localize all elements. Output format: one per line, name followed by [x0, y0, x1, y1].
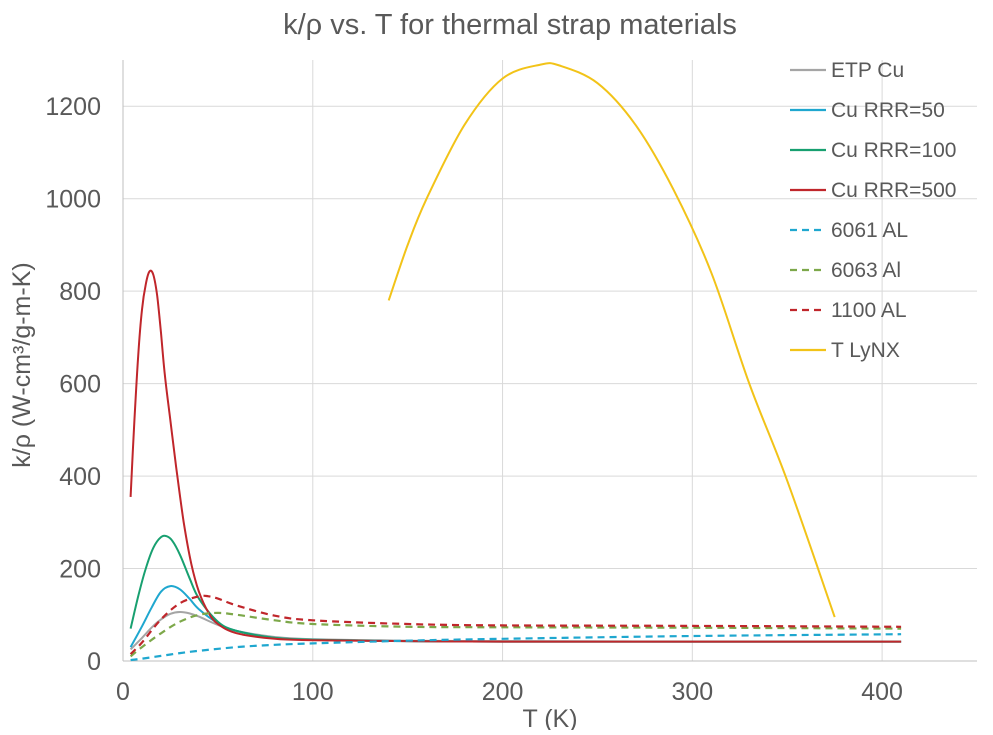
y-tick-label: 1200: [45, 93, 101, 121]
y-tick-label: 1000: [45, 186, 101, 214]
gridlines: [123, 60, 977, 661]
y-tick-label: 400: [59, 463, 101, 491]
legend-item-1100-al: 1100 AL: [790, 299, 907, 322]
series-line-cu-rrr-500: [129, 269, 902, 643]
legend-item-cu-rrr-50: Cu RRR=50: [790, 99, 945, 122]
x-tick-label: 400: [861, 678, 903, 706]
x-axis-label: T (K): [522, 705, 577, 730]
axes: 0 200 400 600 800 1000 1200 0 100 200 300 400: [45, 60, 977, 706]
x-tick-label: 100: [292, 678, 334, 706]
legend-label: Cu RRR=50: [831, 99, 945, 122]
legend-label: Cu RRR=100: [831, 139, 956, 162]
y-tick-label: 0: [87, 648, 101, 676]
legend-item-t-lynx: T LyNX: [790, 339, 900, 362]
legend-item-cu-rrr-100: Cu RRR=100: [790, 139, 956, 162]
legend-item-6061-al: 6061 AL: [790, 219, 908, 242]
legend-label: 1100 AL: [831, 299, 907, 322]
series-lines: [129, 62, 902, 662]
series-line-6061-al: [130, 633, 902, 662]
series-line-6063-al: [129, 611, 902, 658]
y-tick-label: 800: [59, 278, 101, 306]
series-line-1100-al: [129, 594, 902, 655]
x-tick-label: 200: [482, 678, 524, 706]
y-tick-label: 600: [59, 371, 101, 399]
legend-item-cu-rrr-500: Cu RRR=500: [790, 179, 956, 202]
y-axis-label: k/ρ (W-cm³/g-m-K): [8, 262, 36, 467]
x-tick-label: 0: [116, 678, 130, 706]
legend-item-etp-cu: ETP Cu: [790, 59, 904, 82]
chart-title: k/ρ vs. T for thermal strap materials: [283, 9, 737, 41]
series-line-t-lynx: [387, 62, 836, 618]
legend-label: Cu RRR=500: [831, 179, 956, 202]
legend-item-6063-al: 6063 Al: [790, 259, 901, 282]
legend-label: T LyNX: [831, 339, 900, 362]
series-line-etp-cu: [129, 610, 902, 651]
legend-label: 6061 AL: [831, 219, 908, 242]
legend-label: ETP Cu: [831, 59, 904, 82]
y-tick-label: 200: [59, 556, 101, 584]
legend-label: 6063 Al: [831, 259, 901, 282]
x-tick-label: 300: [671, 678, 713, 706]
legend: ETP Cu Cu RRR=50 Cu RRR=100 Cu RRR=500 6061 …: [790, 59, 956, 362]
